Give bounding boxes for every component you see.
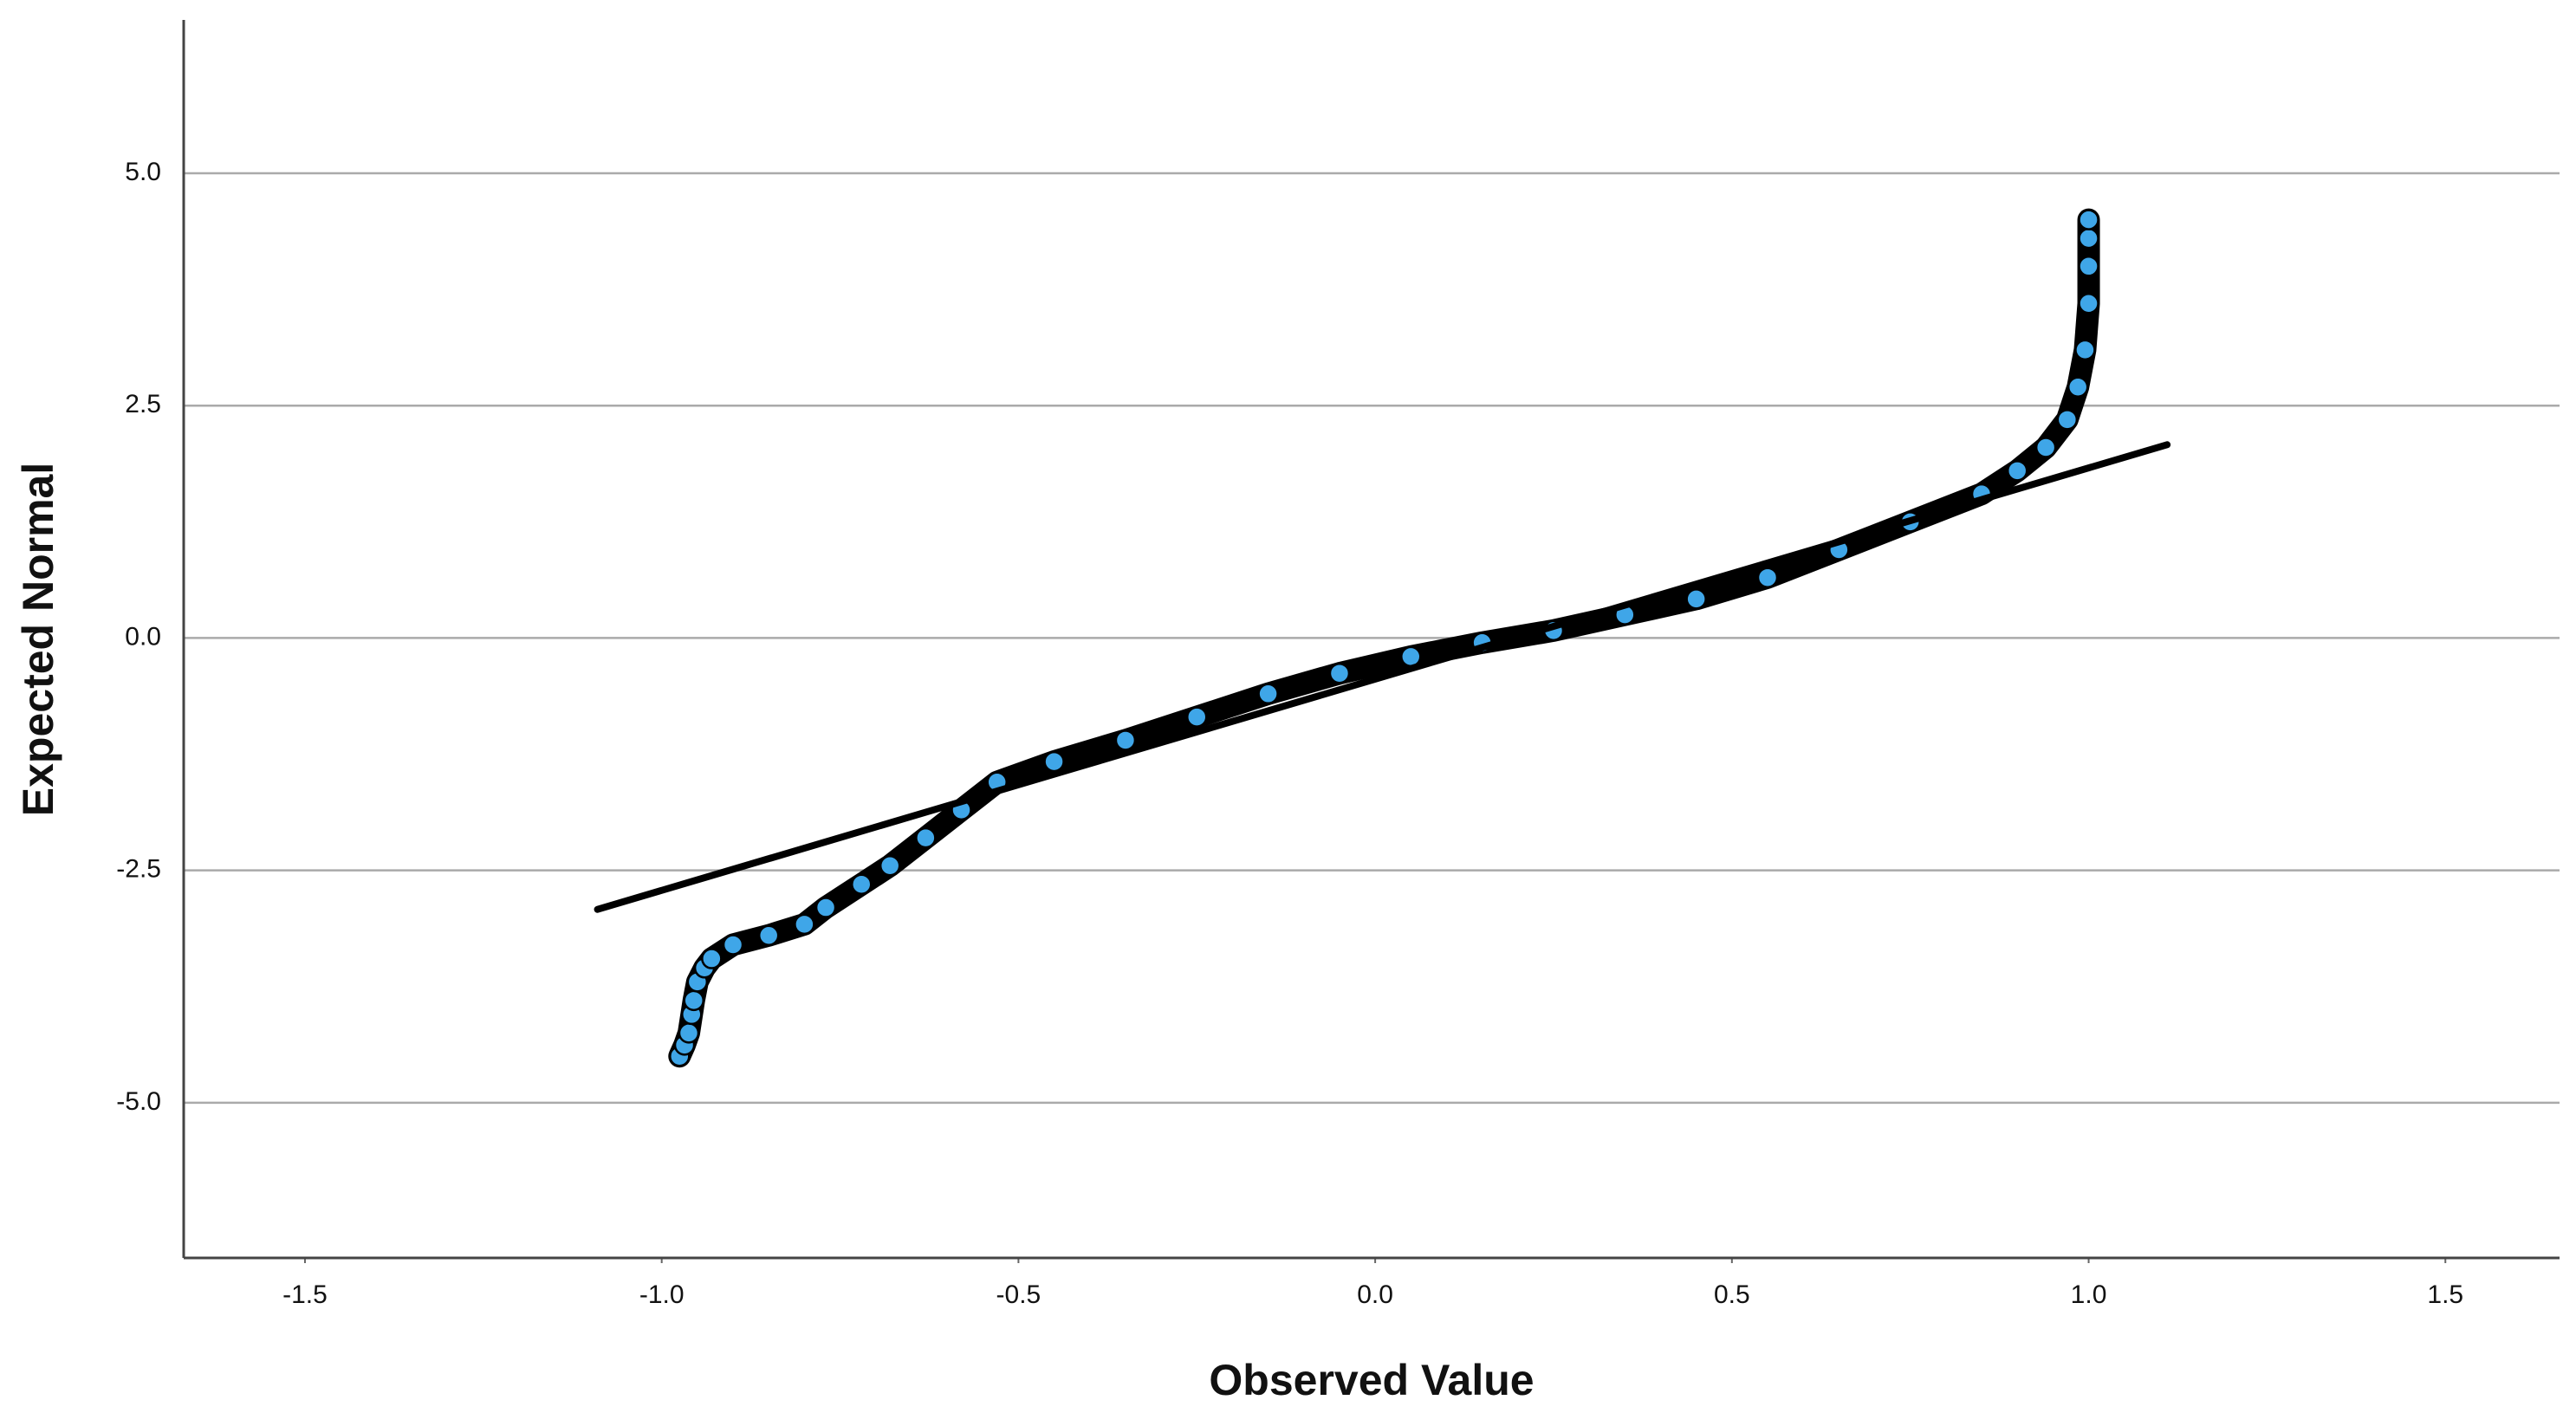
point (2056, 409, 2079, 431)
point (683, 989, 704, 1012)
point (915, 826, 937, 849)
y-tick-label: 2.5 (125, 390, 161, 418)
point (1186, 706, 1208, 728)
x-tick-label: 1.5 (2427, 1280, 2463, 1309)
point (2006, 460, 2028, 482)
point (2078, 227, 2099, 250)
y-tick-label: 0.0 (125, 622, 161, 651)
point (1114, 729, 1137, 751)
x-tick-label: 0.0 (1357, 1280, 1393, 1309)
point (678, 1022, 700, 1044)
point (701, 948, 723, 969)
y-tick-label: -5.0 (116, 1087, 161, 1116)
point (814, 897, 837, 918)
x-tick-label: 1.0 (2071, 1280, 2107, 1309)
y-axis-title: Expected Normal (14, 463, 62, 816)
point (2074, 339, 2096, 361)
point (851, 873, 873, 895)
x-tick-label: -1.5 (282, 1280, 328, 1309)
x-tick-label: -0.5 (996, 1280, 1041, 1309)
point (722, 934, 744, 956)
point (2034, 437, 2057, 458)
x-tick-label: 0.5 (1714, 1280, 1750, 1309)
point (879, 855, 901, 877)
point (1257, 683, 1279, 705)
point (2078, 209, 2099, 230)
point (2078, 256, 2099, 277)
x-tick-label: -1.0 (639, 1280, 685, 1309)
y-tick-label: 5.0 (125, 158, 161, 186)
point (2067, 376, 2089, 399)
x-axis-title: Observed Value (1209, 1356, 1534, 1404)
series-line (594, 441, 2171, 913)
point (2078, 292, 2099, 314)
point (1043, 750, 1065, 773)
point (1685, 588, 1707, 610)
point (794, 913, 815, 936)
point (1756, 567, 1779, 588)
y-tick-label: -2.5 (116, 855, 161, 884)
point (1328, 662, 1351, 684)
point (757, 924, 780, 946)
